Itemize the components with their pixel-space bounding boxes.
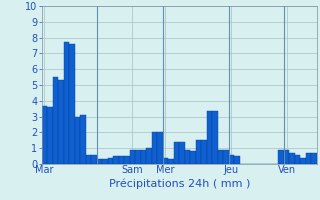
Bar (80, 115, 86, 164)
Bar (86, 155, 91, 164)
Bar (152, 132, 157, 164)
Bar (207, 111, 212, 164)
Bar (196, 140, 201, 164)
Bar (119, 156, 124, 164)
Bar (212, 111, 218, 164)
Bar (102, 159, 108, 164)
Bar (141, 150, 146, 164)
Bar (91, 155, 97, 164)
Bar (163, 158, 168, 164)
Bar (311, 153, 317, 164)
Bar (223, 150, 229, 164)
Bar (185, 150, 190, 164)
Bar (284, 150, 289, 164)
Bar (130, 150, 135, 164)
Bar (168, 159, 174, 164)
Bar (295, 155, 300, 164)
Bar (306, 153, 311, 164)
Bar (135, 150, 141, 164)
Bar (69, 44, 75, 164)
Bar (157, 132, 163, 164)
Bar (75, 117, 80, 164)
Bar (190, 151, 196, 164)
Bar (58, 80, 64, 164)
Bar (146, 148, 152, 164)
Bar (124, 156, 130, 164)
Bar (218, 150, 223, 164)
Bar (201, 140, 207, 164)
Bar (64, 42, 69, 164)
Bar (47, 107, 52, 164)
Bar (174, 142, 179, 164)
Bar (97, 159, 102, 164)
X-axis label: Précipitations 24h ( mm ): Précipitations 24h ( mm ) (108, 178, 250, 189)
Bar (113, 156, 119, 164)
Bar (289, 153, 295, 164)
Bar (42, 106, 47, 164)
Bar (300, 158, 306, 164)
Bar (179, 142, 185, 164)
Bar (229, 155, 234, 164)
Bar (108, 158, 113, 164)
Bar (234, 156, 240, 164)
Bar (278, 150, 284, 164)
Bar (52, 77, 58, 164)
